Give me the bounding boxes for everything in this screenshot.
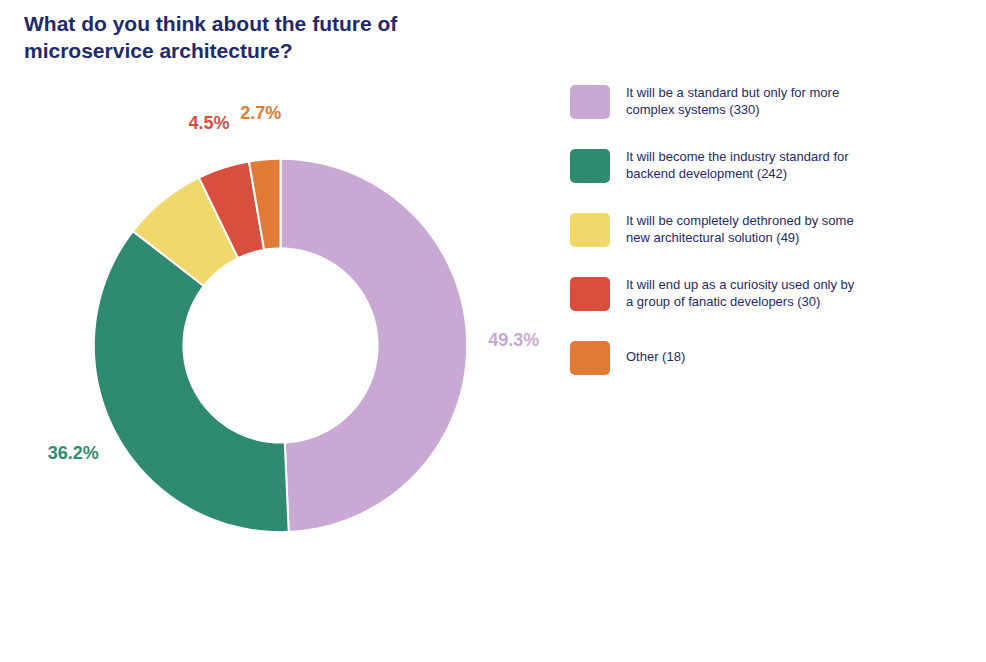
html-text:What do you think about the fu: What do you think about the future of mi… — [24, 12, 398, 63]
svg-text:49.3%: 49.3% — [488, 330, 539, 350]
html-text:It will become the industry st: It will become the industry standard for… — [626, 148, 849, 181]
html-text:It will end up as a curiosity: It will end up as a curiosity used only … — [626, 276, 855, 309]
html-text:Other (18): Other (18) — [626, 349, 686, 365]
svg-text:4.5%: 4.5% — [189, 113, 230, 133]
svg-text:36.2%: 36.2% — [48, 442, 99, 462]
svg-text:2.7%: 2.7% — [240, 102, 281, 122]
html-text:It will be completely dethrone: It will be completely dethroned by some … — [626, 212, 854, 245]
html-text:It will be a standard but only: It will be a standard but only for more … — [626, 84, 840, 117]
